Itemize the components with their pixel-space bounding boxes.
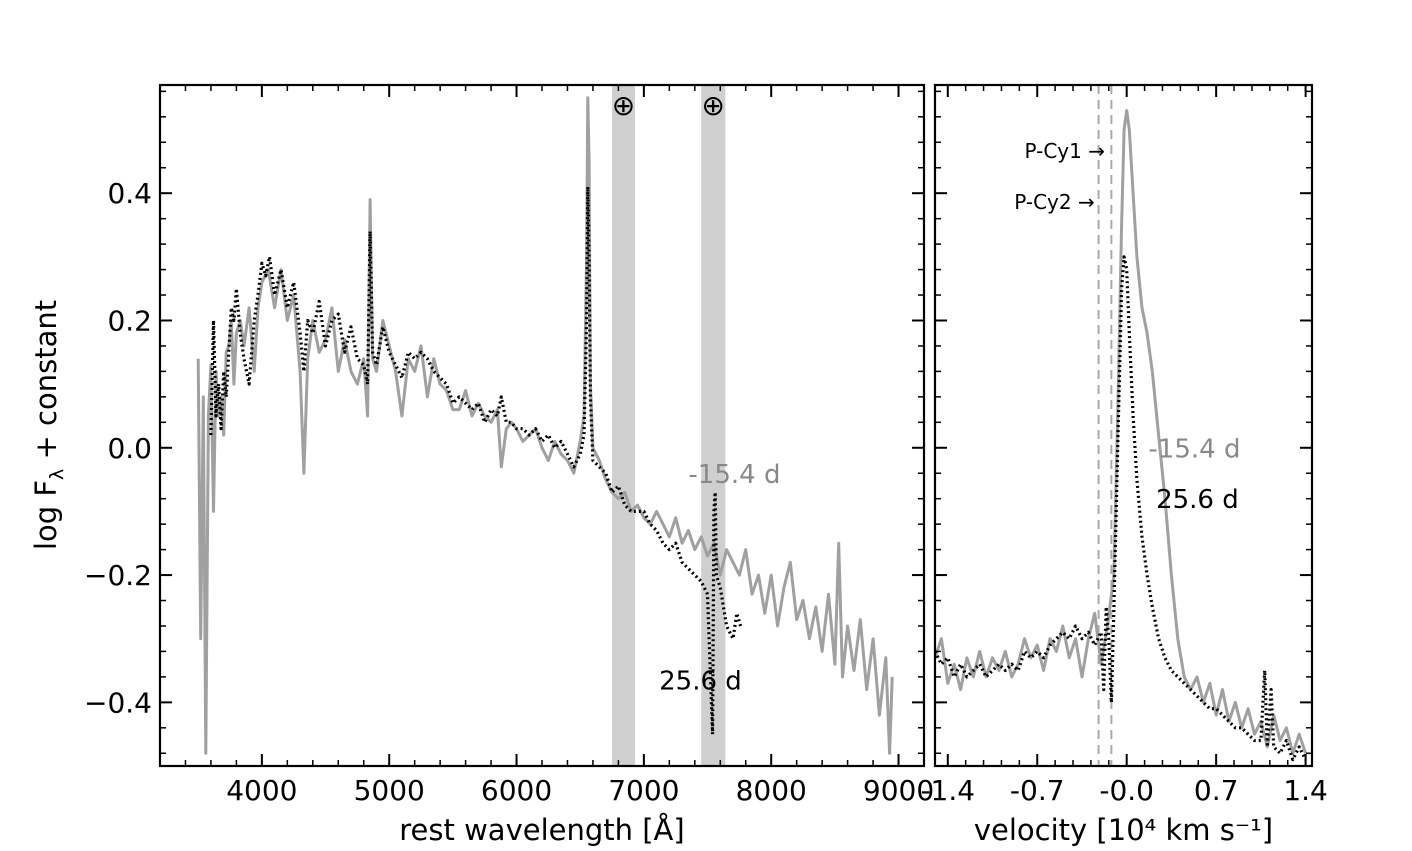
annotation--15-4-d: -15.4 d: [688, 460, 780, 490]
x-tick-label: 9000: [863, 774, 934, 807]
telluric-band-1: [612, 85, 635, 766]
annotation--15-4-d: -15.4 d: [1148, 434, 1240, 464]
plot-frame: [158, 83, 926, 768]
x-tick-label: 0.7: [1194, 774, 1239, 807]
y-tick-label: −0.2: [84, 559, 152, 592]
y-axis-label-sub: λ: [46, 469, 68, 480]
x-tick-label: 6000: [481, 774, 552, 807]
x-tick-label: 5000: [354, 774, 425, 807]
series-line--15-4-d: [935, 109, 1308, 755]
x-tick-label: 8000: [736, 774, 807, 807]
x-tick-label: 7000: [608, 774, 679, 807]
y-tick-label: 0.4: [107, 177, 152, 210]
x-tick-label: 4000: [226, 774, 297, 807]
left-panel: ⊕ ⊕ 4000 5000 6000 7000 8000 9000 −0.4 −0.2 0.0 0.2…: [84, 83, 934, 847]
annotation-25-6-d: 25.6 d: [659, 667, 742, 697]
right-panel: -1.4 -0.7 -0.0 0.7 1.4 velocity [10⁴ km s⁻¹] P…: [920, 83, 1328, 847]
y-tick-label: −0.4: [84, 686, 152, 719]
x-axis-label: rest wavelength [Å]: [399, 813, 684, 847]
annotation-P-Cy1-: P-Cy1 →: [1024, 139, 1104, 163]
series-group: [935, 109, 1308, 762]
y-axis-label-main: log F: [29, 480, 63, 550]
y-axis-label: log Fλ + constant: [29, 300, 68, 550]
x-tick-label: 1.4: [1283, 774, 1328, 807]
plot-frame: [933, 83, 1314, 768]
annotation-P-Cy2-: P-Cy2 →: [1014, 190, 1094, 214]
x-tick-label: -0.7: [1010, 774, 1065, 807]
y-tick-label: 0.2: [107, 304, 152, 337]
telluric-symbol-1: ⊕: [612, 89, 635, 122]
x-axis-label: velocity [10⁴ km s⁻¹]: [974, 813, 1273, 847]
telluric-symbol-2: ⊕: [702, 89, 725, 122]
y-tick-label: 0.0: [107, 432, 152, 465]
series-line-25-6-d: [935, 255, 1308, 762]
series-group: [196, 96, 894, 755]
x-tick-label: -0.0: [1099, 774, 1154, 807]
series-line-25-6-d: [209, 185, 743, 736]
telluric-band-2: [701, 85, 726, 766]
series-line--15-4-d: [196, 96, 894, 755]
y-axis-label-rest: + constant: [29, 300, 63, 469]
x-tick-label: -1.4: [920, 774, 975, 807]
annotation-25-6-d: 25.6 d: [1156, 485, 1239, 515]
